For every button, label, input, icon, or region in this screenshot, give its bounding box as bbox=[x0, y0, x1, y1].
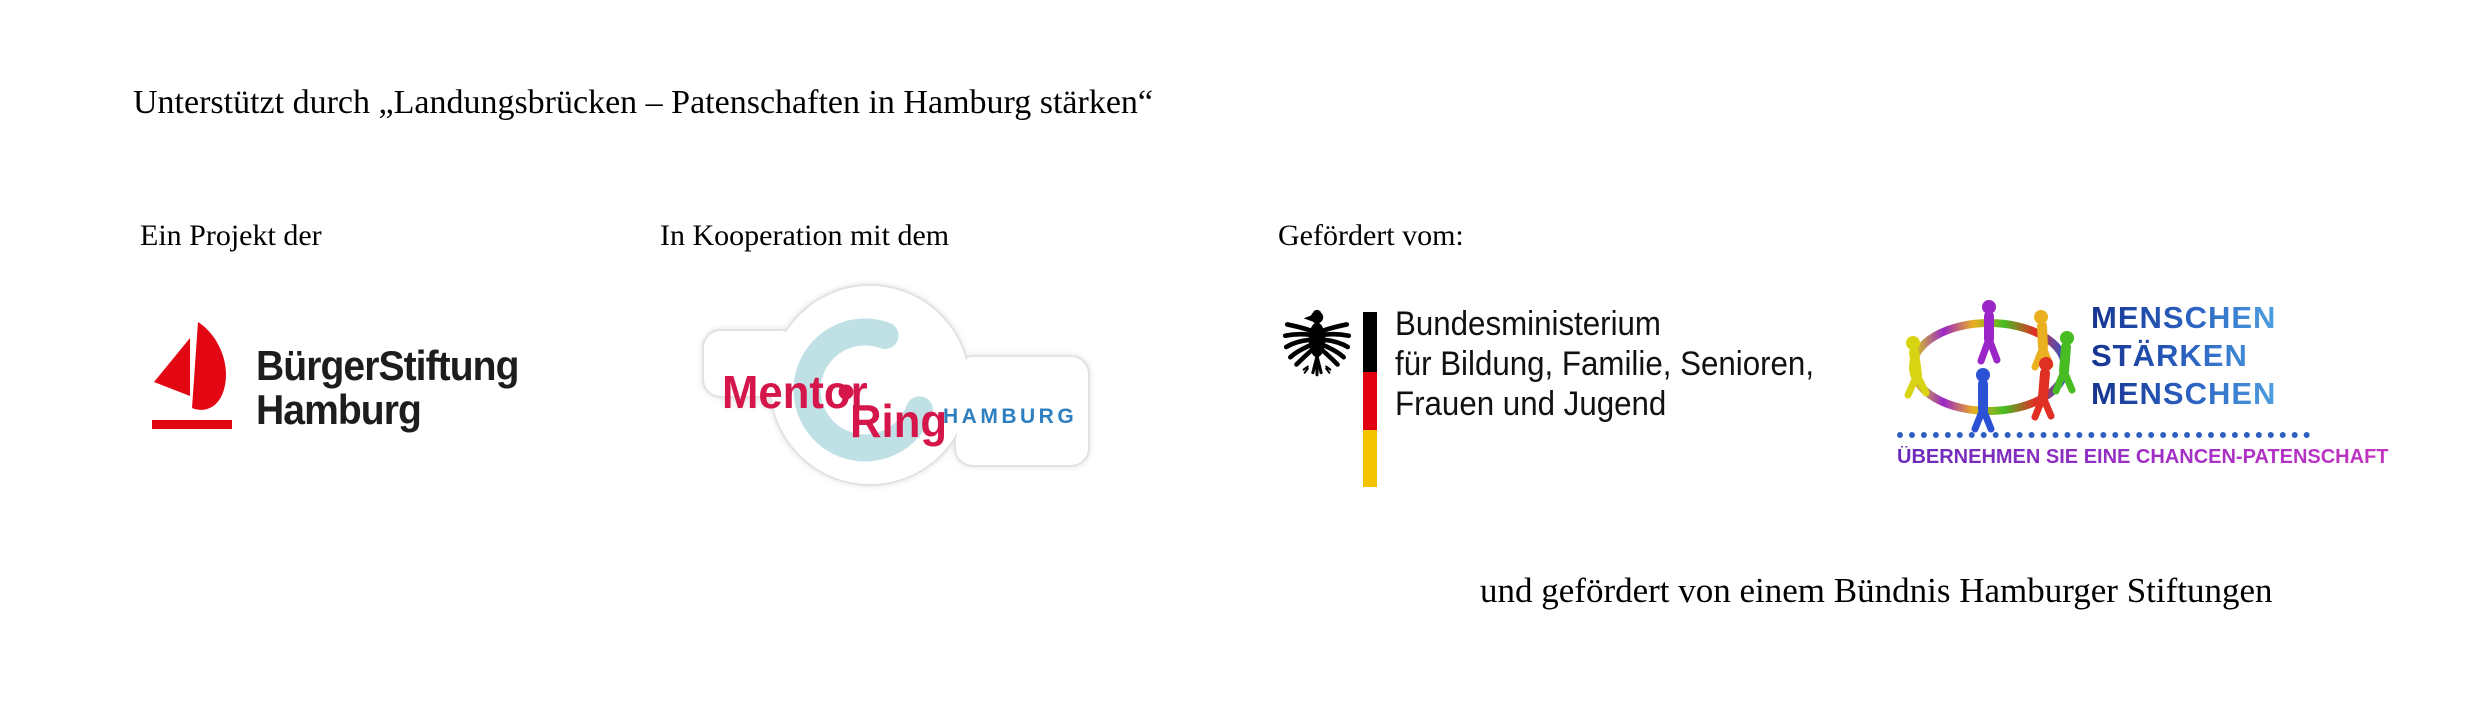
label-project: Ein Projekt der bbox=[140, 219, 322, 252]
buergerstiftung-wordmark: BürgerStiftung Hamburg bbox=[256, 344, 519, 432]
flag-red bbox=[1363, 372, 1377, 430]
person-yellow bbox=[1904, 336, 1930, 399]
hamburg-word: HAMBURG bbox=[943, 405, 1077, 428]
sailboat-icon bbox=[152, 322, 232, 429]
ministry-line3: Frauen und Jugend bbox=[1395, 385, 1667, 423]
mentorring-hamburg-logo: Mentor Ring HAMBURG bbox=[700, 278, 1100, 503]
buergerstiftung-hamburg-logo: BürgerStiftung Hamburg bbox=[152, 316, 572, 436]
german-flag-stripe bbox=[1363, 312, 1377, 487]
menschen-tagline: ÜBERNEHMEN SIE EINE CHANCEN-PATENSCHAFT bbox=[1897, 446, 2389, 468]
menschen-line2: STÄRKEN bbox=[2091, 337, 2276, 375]
flag-gold bbox=[1363, 430, 1377, 487]
buergerstiftung-line2: Hamburg bbox=[256, 386, 422, 433]
label-funded: Gefördert vom: bbox=[1278, 219, 1464, 252]
bottom-funding-note: und gefördert von einem Bündnis Hamburge… bbox=[1480, 571, 2273, 610]
ministry-line1: Bundesministerium bbox=[1395, 305, 1661, 343]
mentor-dot-icon bbox=[838, 384, 854, 400]
buergerstiftung-line1: BürgerStiftung bbox=[256, 342, 519, 389]
menschen-line3: MENSCHEN bbox=[2091, 376, 2277, 411]
menschen-wordmark: MENSCHEN STÄRKEN MENSCHEN bbox=[2091, 299, 2276, 413]
person-purple bbox=[1977, 300, 2001, 365]
ministry-line2: für Bildung, Familie, Senioren, bbox=[1395, 345, 1815, 383]
bundesministerium-logo: Bundesministerium für Bildung, Familie, … bbox=[1283, 303, 1814, 498]
support-note: Unterstützt durch „Landungsbrücken – Pat… bbox=[133, 84, 1153, 121]
dotted-divider bbox=[1897, 432, 2310, 438]
person-red bbox=[2031, 357, 2055, 421]
federal-eagle-icon bbox=[1283, 309, 1351, 377]
person-blue bbox=[1971, 368, 1995, 433]
menschen-staerken-menschen-logo: MENSCHEN STÄRKEN MENSCHEN ÜBERNEHMEN SIE… bbox=[1895, 283, 2389, 483]
label-cooperation: In Kooperation mit dem bbox=[660, 219, 950, 252]
flag-black bbox=[1363, 312, 1377, 372]
person-green bbox=[2052, 331, 2076, 395]
bundesministerium-wordmark: Bundesministerium für Bildung, Familie, … bbox=[1395, 304, 1814, 424]
ring-word: Ring bbox=[850, 395, 947, 447]
people-circle-icon bbox=[1904, 300, 2076, 433]
menschen-line1: MENSCHEN bbox=[2091, 300, 2277, 335]
open-ring-icon bbox=[793, 318, 933, 462]
